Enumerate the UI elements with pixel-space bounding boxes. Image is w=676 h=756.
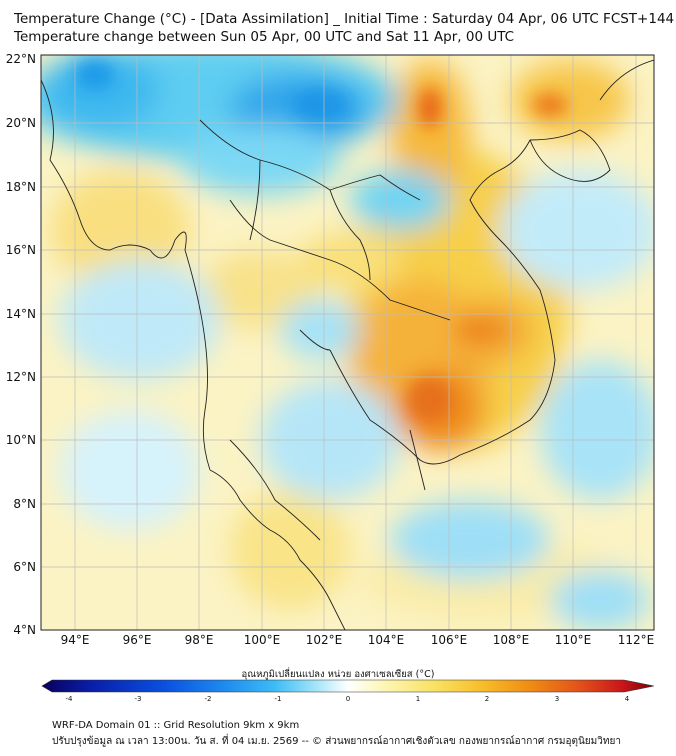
colorbar-tick: -1 <box>274 695 282 703</box>
lon-label: 100°E <box>243 633 281 647</box>
map-subtitle: Temperature change between Sun 05 Apr, 0… <box>14 29 515 45</box>
coastline-borders <box>41 59 654 630</box>
temperature-field <box>41 55 654 630</box>
footer-model-info: WRF-DA Domain 01 :: Grid Resolution 9km … <box>52 720 300 731</box>
lat-label: 10°N <box>5 433 36 447</box>
lon-label: 102°E <box>305 633 343 647</box>
lon-label: 98°E <box>184 633 214 647</box>
colorbar <box>41 679 655 693</box>
colorbar-tick: -2 <box>204 695 212 703</box>
lon-label: 106°E <box>430 633 468 647</box>
colorbar-tick: -3 <box>134 695 142 703</box>
map-frame <box>40 54 655 631</box>
lon-label: 94°E <box>60 633 90 647</box>
colorbar-tick: 1 <box>415 695 421 703</box>
lon-label: 108°E <box>492 633 530 647</box>
lat-label: 8°N <box>13 497 36 511</box>
colorbar-tick: 4 <box>624 695 630 703</box>
colorbar-tick: 2 <box>484 695 490 703</box>
lat-label: 18°N <box>5 180 36 194</box>
lon-label: 104°E <box>367 633 405 647</box>
footer-credit: ปรับปรุงข้อมูล ณ เวลา 13:00น. วัน ส. ที่… <box>52 736 621 747</box>
colorbar-tick: 0 <box>345 695 351 703</box>
lon-label: 110°E <box>554 633 592 647</box>
colorbar-tick: -4 <box>65 695 73 703</box>
lat-label: 20°N <box>5 116 36 130</box>
lat-label: 14°N <box>5 307 36 321</box>
lat-label: 12°N <box>5 370 36 384</box>
map-title: Temperature Change (°C) - [Data Assimila… <box>14 11 675 27</box>
lat-label: 16°N <box>5 243 36 257</box>
lat-label: 22°N <box>5 52 36 66</box>
lat-label: 6°N <box>13 560 36 574</box>
colorbar-tick: 3 <box>554 695 560 703</box>
colorbar-label: อุณหภูมิเปลี่ยนแปลง หน่วย องศาเซลเซียส (… <box>241 669 435 680</box>
lon-label: 112°E <box>617 633 655 647</box>
lon-label: 96°E <box>122 633 152 647</box>
lat-label: 4°N <box>13 623 36 637</box>
